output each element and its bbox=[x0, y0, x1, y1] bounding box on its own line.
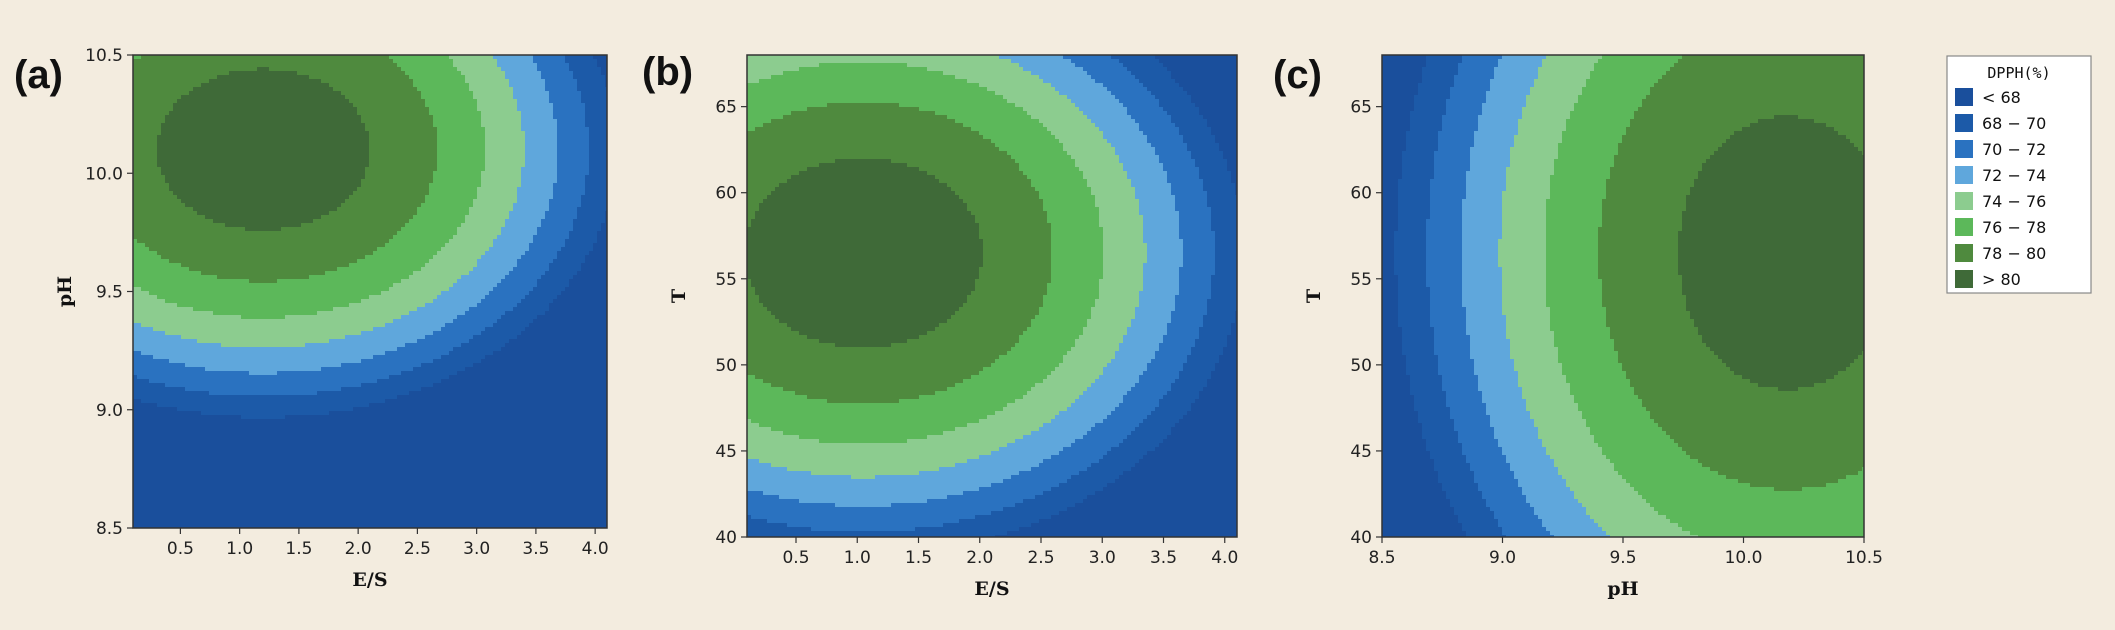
legend-label: > 80 bbox=[1982, 270, 2021, 289]
y-tick-label: 60 bbox=[1350, 184, 1372, 204]
x-tick-label: 0.5 bbox=[167, 539, 194, 559]
y-axis-title: T bbox=[1303, 289, 1325, 303]
panel-label: (a) bbox=[14, 53, 63, 97]
x-tick-label: 10.5 bbox=[1845, 548, 1883, 568]
x-tick-label: 4.0 bbox=[1211, 548, 1238, 568]
x-tick-label: 1.5 bbox=[285, 539, 312, 559]
x-axis-title: E/S bbox=[974, 578, 1009, 600]
legend-swatch bbox=[1955, 218, 1973, 236]
y-tick-label: 10.0 bbox=[85, 164, 123, 184]
y-tick-label: 9.5 bbox=[96, 283, 123, 303]
legend-title: DPPH(%) bbox=[1987, 64, 2050, 82]
x-tick-label: 3.0 bbox=[463, 539, 490, 559]
y-tick-label: 50 bbox=[715, 356, 737, 376]
x-axis-title: E/S bbox=[352, 569, 387, 591]
contour-fill bbox=[1382, 55, 1865, 538]
y-tick-label: 65 bbox=[715, 98, 737, 118]
x-tick-label: 3.0 bbox=[1089, 548, 1116, 568]
legend-swatch bbox=[1955, 244, 1973, 262]
legend-label: 72 − 74 bbox=[1982, 166, 2046, 185]
panel-b: 0.5 1.0 1.5 2.0 2.5 3.0 3.5 4.0 40 45 50 55 60 65 E/S T… bbox=[642, 50, 1238, 600]
y-tick-label: 45 bbox=[715, 442, 737, 462]
y-tick-label: 60 bbox=[715, 184, 737, 204]
x-tick-label: 3.5 bbox=[1150, 548, 1177, 568]
x-tick-label: 8.5 bbox=[1368, 548, 1395, 568]
legend-swatch bbox=[1955, 166, 1973, 184]
legend: DPPH(%) < 68 68 − 70 70 − 72 72 − 74 74 − 76 7… bbox=[1947, 56, 2091, 293]
legend-swatch bbox=[1955, 88, 1973, 106]
y-tick-label: 50 bbox=[1350, 356, 1372, 376]
x-tick-label: 2.0 bbox=[345, 539, 372, 559]
x-tick-label: 1.0 bbox=[226, 539, 253, 559]
x-tick-label: 4.0 bbox=[582, 539, 609, 559]
panel-c: 8.5 9.0 9.5 10.0 10.5 40 45 50 55 60 65 pH T (c) bbox=[1273, 53, 1883, 600]
legend-swatch bbox=[1955, 140, 1973, 158]
y-tick-label: 8.5 bbox=[96, 519, 123, 539]
x-tick-label: 10.0 bbox=[1725, 548, 1763, 568]
legend-label: 74 − 76 bbox=[1982, 192, 2046, 211]
legend-swatch bbox=[1955, 114, 1973, 132]
legend-swatch bbox=[1955, 192, 1973, 210]
contour-fill bbox=[133, 55, 608, 529]
legend-label: < 68 bbox=[1982, 88, 2021, 107]
y-tick-label: 9.0 bbox=[96, 401, 123, 421]
legend-label: 76 − 78 bbox=[1982, 218, 2046, 237]
x-tick-label: 1.0 bbox=[844, 548, 871, 568]
x-tick-label: 3.5 bbox=[522, 539, 549, 559]
y-tick-label: 55 bbox=[715, 270, 737, 290]
y-tick-label: 10.5 bbox=[85, 46, 123, 66]
x-tick-label: 9.0 bbox=[1489, 548, 1516, 568]
y-tick-label: 40 bbox=[715, 528, 737, 548]
y-tick-label: 40 bbox=[1350, 528, 1372, 548]
panel-a: 0.5 1.0 1.5 2.0 2.5 3.0 3.5 4.0 8.5 9.0 9.5 10.0 10.… bbox=[14, 46, 609, 591]
x-tick-label: 0.5 bbox=[782, 548, 809, 568]
legend-label: 70 − 72 bbox=[1982, 140, 2046, 159]
y-tick-label: 65 bbox=[1350, 98, 1372, 118]
panel-label: (c) bbox=[1273, 53, 1322, 97]
legend-label: 78 − 80 bbox=[1982, 244, 2046, 263]
x-tick-label: 9.5 bbox=[1609, 548, 1636, 568]
contour-fill bbox=[747, 55, 1238, 538]
x-tick-label: 2.0 bbox=[966, 548, 993, 568]
y-axis-title: T bbox=[668, 289, 690, 303]
y-axis-title: pH bbox=[54, 276, 76, 307]
x-axis-title: pH bbox=[1607, 578, 1638, 600]
x-tick-label: 2.5 bbox=[404, 539, 431, 559]
x-tick-label: 1.5 bbox=[905, 548, 932, 568]
y-tick-label: 55 bbox=[1350, 270, 1372, 290]
legend-swatch bbox=[1955, 270, 1973, 288]
y-tick-label: 45 bbox=[1350, 442, 1372, 462]
panel-label: (b) bbox=[642, 50, 693, 94]
legend-label: 68 − 70 bbox=[1982, 114, 2046, 133]
x-tick-label: 2.5 bbox=[1027, 548, 1054, 568]
